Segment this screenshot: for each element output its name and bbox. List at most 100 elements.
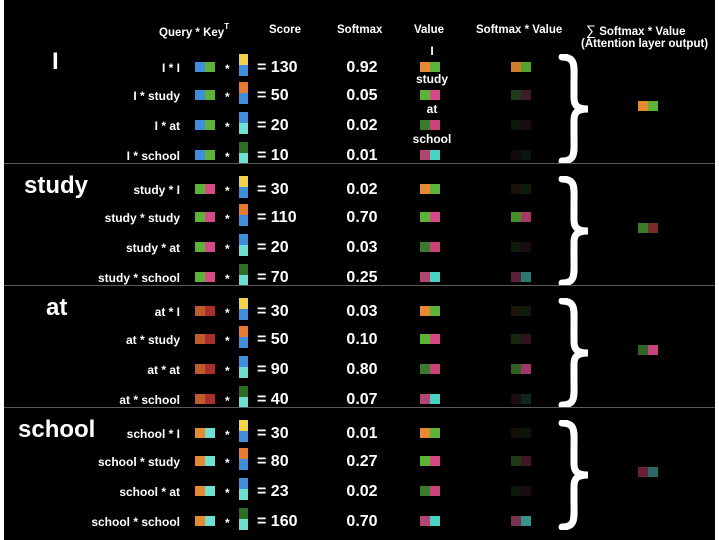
sum-brace [558,298,589,408]
value-vector-cell [430,212,440,222]
value-vector-cell [430,486,440,496]
row-label: school * at [119,485,180,499]
times-operator: * [225,272,230,286]
attention-output-cell [648,101,658,111]
softmax-value: 0.02 [346,117,378,134]
key-vector-cell [239,448,248,459]
value-vector-cell [430,394,440,404]
group-separator [4,285,715,286]
softmax-value: 0.05 [346,87,378,104]
softmax-value: 0.02 [346,483,378,500]
sum-symbol: ∑ [586,22,596,38]
weighted-value-cell [521,90,531,100]
weighted-value-cell [521,212,531,222]
key-vector-cell [239,298,248,309]
times-operator: * [225,428,230,442]
group-word: school [18,416,96,443]
key-vector-cell [239,153,248,164]
weighted-value-cell [511,212,521,222]
value-vector-cell [420,120,430,130]
value-vector-cell [420,184,430,194]
group-word: study [24,172,89,199]
times-operator: * [225,242,230,256]
query-vector-cell [195,62,205,72]
query-vector-cell [205,516,215,526]
value-vector-cell [420,90,430,100]
sum-brace [558,176,589,286]
header-query-key: Query * KeyT [159,22,230,39]
key-vector-cell [239,245,248,256]
key-vector-cell [239,519,248,530]
times-operator: * [225,456,230,470]
header-softmax: Softmax [337,24,383,36]
score-value: = 90 [257,361,289,378]
weighted-value-cell [521,394,531,404]
score-value: = 30 [257,425,289,442]
attention-output-cell [648,467,658,477]
weighted-value-cell [511,516,521,526]
sum-brace [558,54,589,164]
times-operator: * [225,212,230,226]
weighted-value-cell [511,242,521,252]
key-vector-cell [239,309,248,320]
key-vector-cell [239,367,248,378]
score-value: = 80 [257,453,289,470]
weighted-value-cell [521,184,531,194]
query-vector-cell [195,150,205,160]
value-vector-cell [430,306,440,316]
score-value: = 20 [257,117,289,134]
key-vector-cell [239,397,248,408]
attention-diagram: Query * KeyT Score Softmax Value Softmax… [4,0,715,540]
row-label: at * at [147,363,180,377]
weighted-value-cell [511,120,521,130]
row-label: school * I [126,427,180,441]
group-word: at [46,294,68,321]
query-vector-cell [205,184,215,194]
value-vector-cell [420,394,430,404]
value-vector-cell [430,272,440,282]
score-value: = 50 [257,331,289,348]
key-vector-cell [239,93,248,104]
attention-output-cell [648,223,658,233]
weighted-value-cell [521,306,531,316]
query-vector-cell [195,428,205,438]
weighted-value-cell [511,150,521,160]
query-vector-cell [195,272,205,282]
attention-output-cell [638,345,648,355]
softmax-value: 0.80 [346,361,378,378]
weighted-value-cell [511,272,521,282]
softmax-value: 0.07 [346,391,378,408]
key-vector-cell [239,123,248,134]
times-operator: * [225,394,230,408]
value-vector-cell [420,62,430,72]
key-vector-cell [239,54,248,65]
weighted-value-cell [521,486,531,496]
attention-output-cell [638,223,648,233]
value-vector-cell [430,150,440,160]
key-vector-cell [239,176,248,187]
group-word: I [52,48,59,75]
key-vector-cell [239,204,248,215]
weighted-value-cell [521,150,531,160]
query-vector-cell [195,486,205,496]
query-vector-cell [205,394,215,404]
attention-output-cell [648,345,658,355]
value-vector-cell [420,428,430,438]
value-vector-cell [420,334,430,344]
value-label: school [412,132,452,146]
weighted-value-cell [511,306,521,316]
key-vector-cell [239,489,248,500]
weighted-value-cell [511,364,521,374]
key-vector-cell [239,459,248,470]
value-vector-cell [420,212,430,222]
value-vector-cell [430,516,440,526]
group-separator [4,407,715,408]
key-vector-cell [239,275,248,286]
score-value: = 30 [257,181,289,198]
row-label: study * school [97,271,180,285]
query-vector-cell [195,394,205,404]
softmax-value: 0.10 [346,331,378,348]
value-vector-cell [430,428,440,438]
weighted-value-cell [511,90,521,100]
weighted-value-cell [521,120,531,130]
